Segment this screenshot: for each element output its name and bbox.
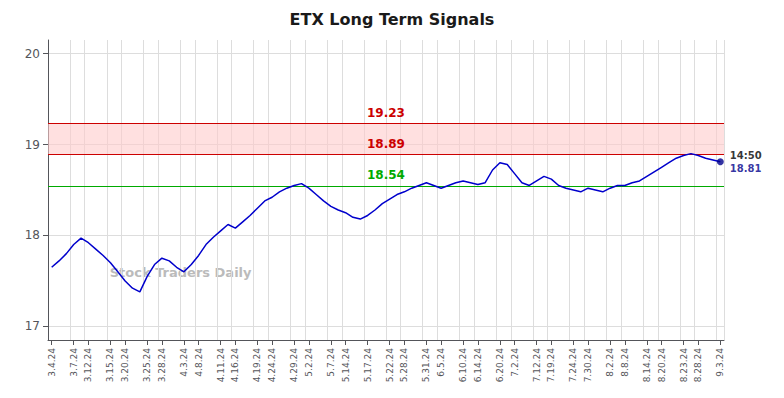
svg-text:3.25.24: 3.25.24 [142, 348, 152, 383]
svg-text:4.29.24: 4.29.24 [289, 348, 299, 383]
svg-text:5.28.24: 5.28.24 [399, 348, 409, 383]
svg-text:3.28.24: 3.28.24 [157, 348, 167, 383]
svg-text:7.30.24: 7.30.24 [583, 348, 593, 383]
svg-text:3.15.24: 3.15.24 [105, 348, 115, 383]
svg-text:ETX Long Term Signals: ETX Long Term Signals [290, 10, 495, 29]
svg-text:8.23.24: 8.23.24 [679, 348, 689, 383]
svg-text:3.20.24: 3.20.24 [120, 348, 130, 383]
svg-text:4.16.24: 4.16.24 [230, 348, 240, 383]
svg-text:4.19.24: 4.19.24 [252, 348, 262, 383]
svg-text:14:50: 14:50 [730, 150, 762, 161]
svg-text:18: 18 [25, 228, 40, 242]
svg-text:5.14.24: 5.14.24 [341, 348, 351, 383]
svg-text:3.4.24: 3.4.24 [47, 348, 57, 377]
svg-text:19: 19 [25, 138, 40, 152]
svg-text:8.2.24: 8.2.24 [605, 348, 615, 377]
svg-text:6.20.24: 6.20.24 [495, 348, 505, 383]
svg-text:4.24.24: 4.24.24 [267, 348, 277, 383]
svg-text:6.14.24: 6.14.24 [473, 348, 483, 383]
svg-text:17: 17 [25, 319, 40, 333]
svg-text:6.10.24: 6.10.24 [458, 348, 468, 383]
svg-text:7.19.24: 7.19.24 [546, 348, 556, 383]
svg-text:18.89: 18.89 [367, 137, 405, 151]
svg-text:4.11.24: 4.11.24 [216, 348, 226, 383]
svg-text:5.2.24: 5.2.24 [304, 348, 314, 377]
svg-text:4.3.24: 4.3.24 [179, 348, 189, 377]
svg-text:7.24.24: 7.24.24 [568, 348, 578, 383]
svg-text:18.81: 18.81 [730, 163, 762, 174]
svg-text:8.14.24: 8.14.24 [642, 348, 652, 383]
svg-text:19.23: 19.23 [367, 106, 405, 120]
svg-text:8.20.24: 8.20.24 [657, 348, 667, 383]
svg-text:8.28.24: 8.28.24 [693, 348, 703, 383]
svg-text:4.8.24: 4.8.24 [194, 348, 204, 377]
svg-text:20: 20 [25, 47, 40, 61]
svg-text:3.7.24: 3.7.24 [69, 348, 79, 377]
svg-text:5.17.24: 5.17.24 [363, 348, 373, 383]
svg-text:18.54: 18.54 [367, 168, 405, 182]
svg-text:Stock Traders Daily: Stock Traders Daily [109, 264, 252, 280]
svg-text:5.7.24: 5.7.24 [326, 348, 336, 377]
svg-text:3.12.24: 3.12.24 [83, 348, 93, 383]
svg-text:5.22.24: 5.22.24 [385, 348, 395, 383]
svg-text:7.12.24: 7.12.24 [532, 348, 542, 383]
svg-text:5.31.24: 5.31.24 [421, 348, 431, 383]
svg-text:8.8.24: 8.8.24 [620, 348, 630, 377]
svg-text:7.2.24: 7.2.24 [510, 348, 520, 377]
svg-text:6.5.24: 6.5.24 [436, 348, 446, 377]
svg-text:9.3.24: 9.3.24 [715, 348, 725, 377]
